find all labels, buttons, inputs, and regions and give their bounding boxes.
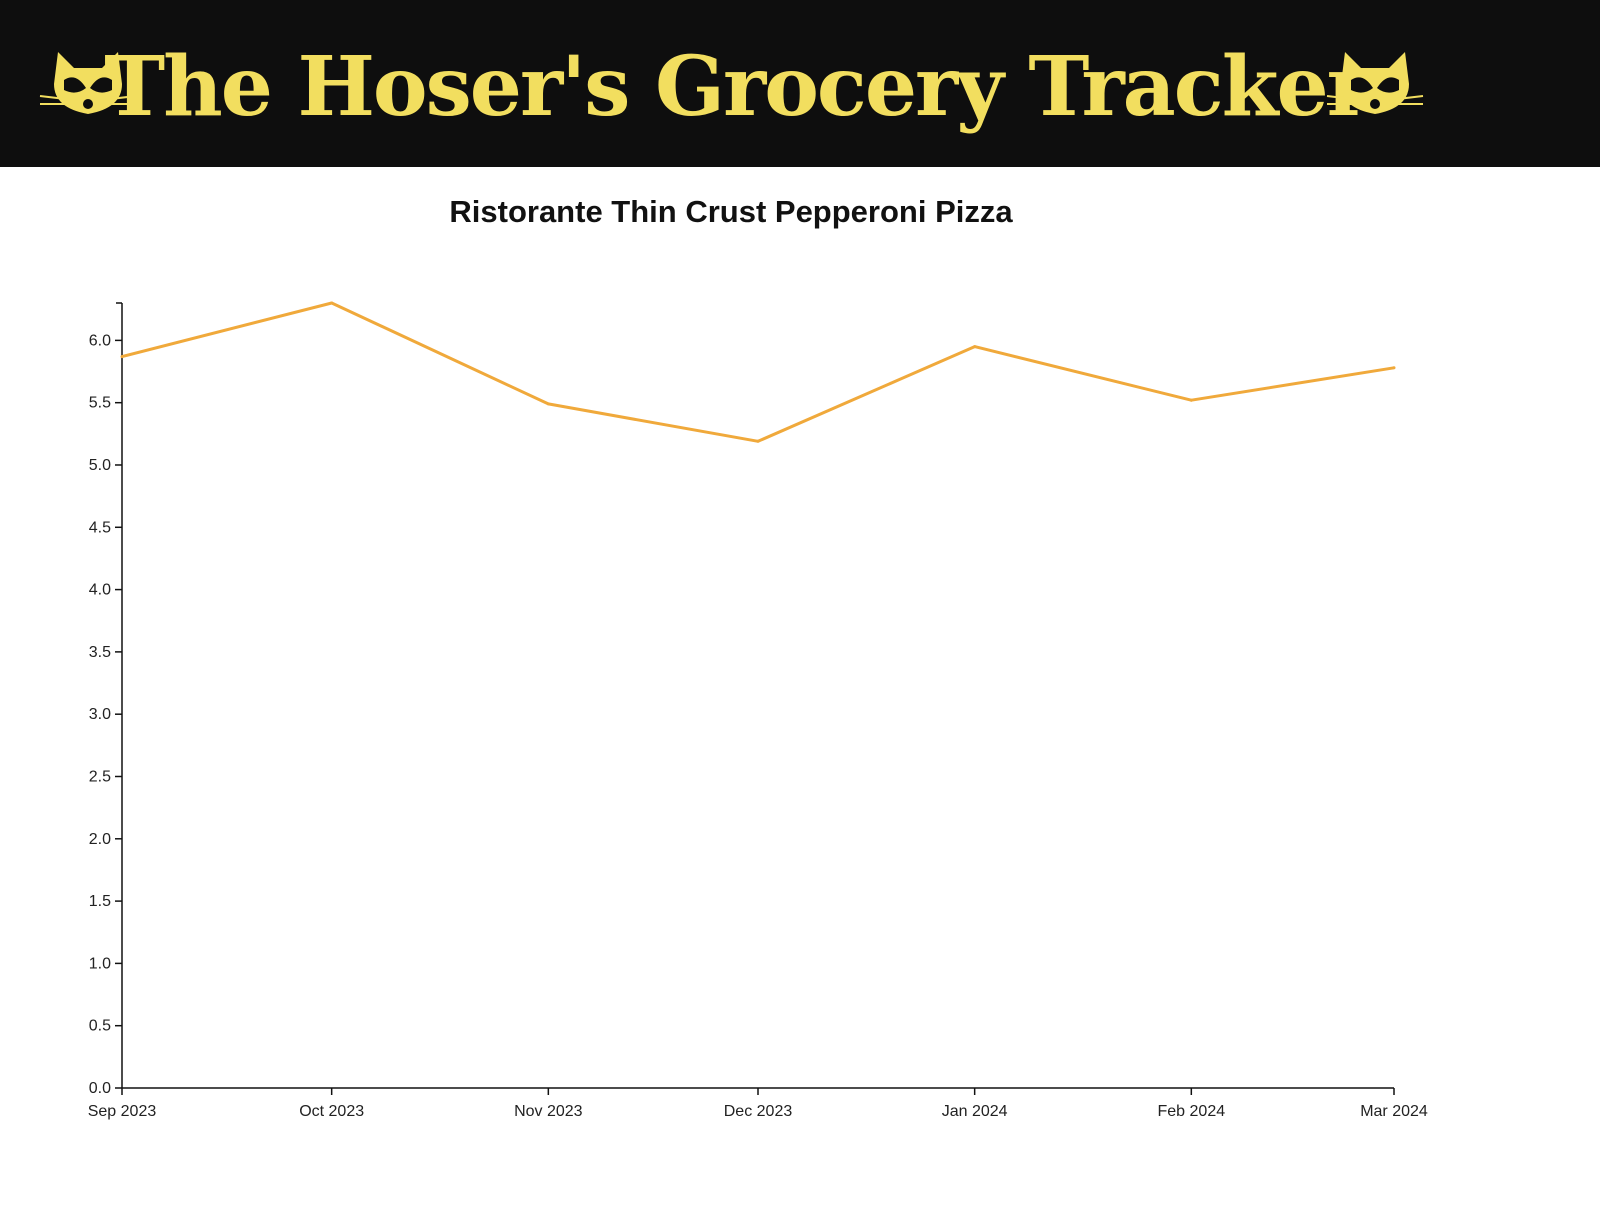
raccoon-icon	[39, 52, 137, 114]
x-tick-label: Feb 2024	[1158, 1103, 1226, 1120]
data-point	[973, 345, 977, 349]
data-point	[756, 439, 760, 443]
data-point	[546, 402, 550, 406]
y-tick-label: 6.0	[89, 332, 111, 349]
y-tick-label: 4.0	[89, 582, 111, 599]
y-tick-label: 1.0	[89, 955, 111, 972]
x-tick-label: Mar 2024	[1360, 1103, 1428, 1120]
y-tick-label: 2.5	[89, 768, 111, 785]
series-line	[121, 301, 1395, 443]
data-point	[330, 301, 334, 305]
chart-title: Ristorante Thin Crust Pepperoni Pizza	[449, 194, 1013, 229]
y-axis: 0.0 0.5 1.0 1.5 2.0 2.5 3.0 3.5 4.0 4.5 5.0 5.5 6.0	[89, 302, 123, 1097]
y-tick-label: 2.0	[89, 831, 111, 848]
x-tick-label: Dec 2023	[724, 1103, 793, 1120]
y-tick-label: 1.5	[89, 893, 111, 910]
y-tick-label: 3.5	[89, 644, 111, 661]
y-tick-label: 5.0	[89, 457, 111, 474]
data-point	[1189, 398, 1193, 402]
x-tick-label: Oct 2023	[299, 1103, 364, 1120]
header-bar: The Hoser's Grocery Tracker	[0, 0, 1600, 167]
data-point	[120, 355, 124, 359]
app-title: The Hoser's Grocery Tracker	[104, 39, 1370, 135]
y-tick-label: 0.5	[89, 1018, 111, 1035]
x-tick-label: Jan 2024	[942, 1103, 1008, 1120]
y-tick-label: 4.5	[89, 519, 111, 536]
y-tick-label: 0.0	[89, 1080, 111, 1097]
x-tick-label: Nov 2023	[514, 1103, 583, 1120]
series-layer	[120, 301, 1396, 443]
data-point	[1392, 366, 1396, 370]
y-tick-label: 5.5	[89, 395, 111, 412]
y-tick-label: 3.0	[89, 706, 111, 723]
raccoon-icon	[1326, 52, 1424, 114]
x-axis: Sep 2023 Oct 2023 Nov 2023 Dec 2023 Jan 2024…	[88, 1087, 1428, 1120]
x-tick-label: Sep 2023	[88, 1103, 157, 1120]
